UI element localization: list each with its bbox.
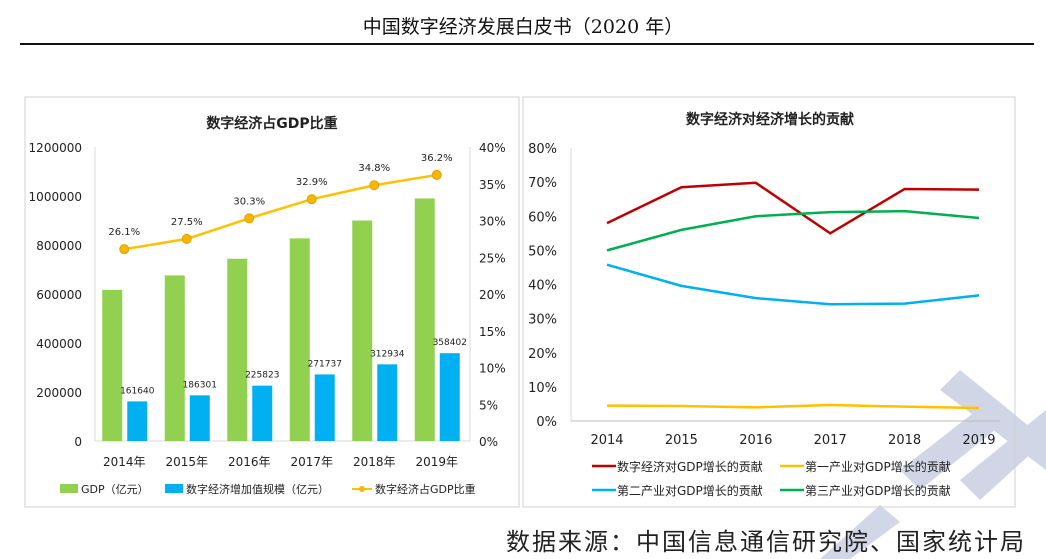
legend-label: 第三产业对GDP增长的贡献 bbox=[805, 483, 951, 498]
share-point bbox=[119, 244, 130, 255]
gdp-bar bbox=[102, 289, 123, 441]
line-data-label: 32.9% bbox=[296, 177, 328, 188]
left-tick-label: 1000000 bbox=[29, 190, 82, 204]
digital-economy-bar bbox=[377, 364, 398, 441]
right-tick-label: 40% bbox=[479, 141, 506, 155]
x-tick-label: 2015年 bbox=[165, 455, 208, 469]
left-tick-label: 1200000 bbox=[29, 141, 82, 155]
x-tick-label: 2019年 bbox=[415, 455, 458, 469]
series-line bbox=[606, 209, 980, 252]
right-chart-frame bbox=[522, 96, 1016, 508]
x-tick-label: 2015 bbox=[665, 433, 698, 448]
chart-title: 数字经济对经济增长的贡献 bbox=[686, 111, 854, 128]
y-tick-label: 60% bbox=[528, 210, 557, 225]
gdp-bar bbox=[227, 258, 248, 441]
legend-label: 第一产业对GDP增长的贡献 bbox=[805, 459, 951, 474]
right-tick-label: 0% bbox=[479, 435, 498, 449]
legend-swatch-digital bbox=[165, 484, 183, 493]
x-tick-label: 2018 bbox=[888, 433, 921, 448]
right-tick-label: 5% bbox=[479, 398, 498, 412]
legend-label: 数字经济增加值规模（亿元） bbox=[186, 482, 329, 496]
y-tick-label: 0% bbox=[536, 415, 557, 430]
x-tick-label: 2017年 bbox=[290, 455, 333, 469]
line-data-label: 34.8% bbox=[358, 163, 390, 174]
left-tick-label: 600000 bbox=[36, 288, 82, 302]
x-tick-label: 2016 bbox=[739, 433, 772, 448]
share-point bbox=[181, 233, 192, 244]
share-line bbox=[124, 173, 437, 251]
digital-economy-bar bbox=[439, 353, 460, 441]
line-data-label: 27.5% bbox=[171, 217, 203, 228]
gdp-bar bbox=[414, 198, 435, 441]
y-tick-label: 50% bbox=[528, 244, 557, 259]
right-tick-label: 10% bbox=[479, 362, 506, 376]
right-tick-label: 20% bbox=[479, 288, 506, 302]
y-tick-label: 30% bbox=[528, 313, 557, 328]
right-tick-label: 25% bbox=[479, 251, 506, 265]
digital-economy-bar bbox=[252, 385, 273, 441]
bar-data-label: 186301 bbox=[183, 380, 217, 390]
bar-data-label: 161640 bbox=[120, 386, 155, 396]
watermark bbox=[820, 370, 1046, 559]
share-point bbox=[369, 180, 380, 191]
gdp-bar bbox=[289, 238, 310, 441]
chart-title: 数字经济占GDP比重 bbox=[206, 115, 337, 132]
series-line bbox=[606, 181, 980, 235]
line-data-label: 30.3% bbox=[233, 196, 265, 207]
series-line bbox=[606, 263, 980, 306]
y-tick-label: 20% bbox=[528, 347, 557, 362]
x-tick-label: 2016年 bbox=[228, 455, 271, 469]
legend-label: 数字经济占GDP比重 bbox=[375, 482, 476, 496]
left-tick-label: 0 bbox=[74, 435, 82, 449]
x-tick-label: 2019 bbox=[962, 433, 995, 448]
right-tick-label: 35% bbox=[479, 178, 506, 192]
right-tick-label: 30% bbox=[479, 215, 506, 229]
x-tick-label: 2018年 bbox=[353, 455, 396, 469]
bar-data-label: 358402 bbox=[433, 338, 467, 348]
left-chart-frame bbox=[24, 96, 520, 508]
x-tick-label: 2014 bbox=[590, 433, 623, 448]
y-tick-label: 80% bbox=[528, 142, 557, 157]
bar-data-label: 225823 bbox=[245, 371, 279, 381]
y-tick-label: 70% bbox=[528, 176, 557, 191]
x-tick-label: 2014年 bbox=[103, 455, 146, 469]
x-tick-label: 2017 bbox=[814, 433, 847, 448]
left-tick-label: 400000 bbox=[36, 337, 82, 351]
digital-economy-bar bbox=[189, 395, 210, 441]
document-title: 中国数字经济发展白皮书（2020 年） bbox=[362, 16, 684, 38]
left-tick-label: 200000 bbox=[36, 386, 82, 400]
bar-data-label: 312934 bbox=[370, 349, 405, 359]
share-point bbox=[306, 194, 317, 205]
share-point bbox=[431, 169, 442, 180]
line-data-label: 36.2% bbox=[421, 153, 453, 164]
digital-economy-bar bbox=[127, 401, 148, 441]
y-tick-label: 10% bbox=[528, 381, 557, 396]
legend-label: GDP（亿元） bbox=[81, 483, 149, 496]
gdp-bar bbox=[164, 275, 185, 441]
series-line bbox=[606, 403, 980, 410]
right-tick-label: 15% bbox=[479, 325, 506, 339]
source-note: 数据来源：中国信息通信研究院、国家统计局 bbox=[506, 528, 1026, 556]
legend-label: 数字经济对GDP增长的贡献 bbox=[617, 459, 763, 474]
line-data-label: 26.1% bbox=[108, 227, 140, 238]
legend-swatch-gdp bbox=[60, 484, 78, 493]
share-point bbox=[244, 213, 255, 224]
legend-marker-share bbox=[359, 486, 365, 492]
header-rule bbox=[20, 43, 1034, 45]
gdp-bar bbox=[352, 220, 373, 441]
y-tick-label: 40% bbox=[528, 279, 557, 294]
bar-data-label: 271737 bbox=[308, 359, 342, 369]
legend-label: 第二产业对GDP增长的贡献 bbox=[617, 483, 763, 498]
digital-economy-bar bbox=[314, 374, 335, 441]
left-tick-label: 800000 bbox=[36, 239, 82, 253]
